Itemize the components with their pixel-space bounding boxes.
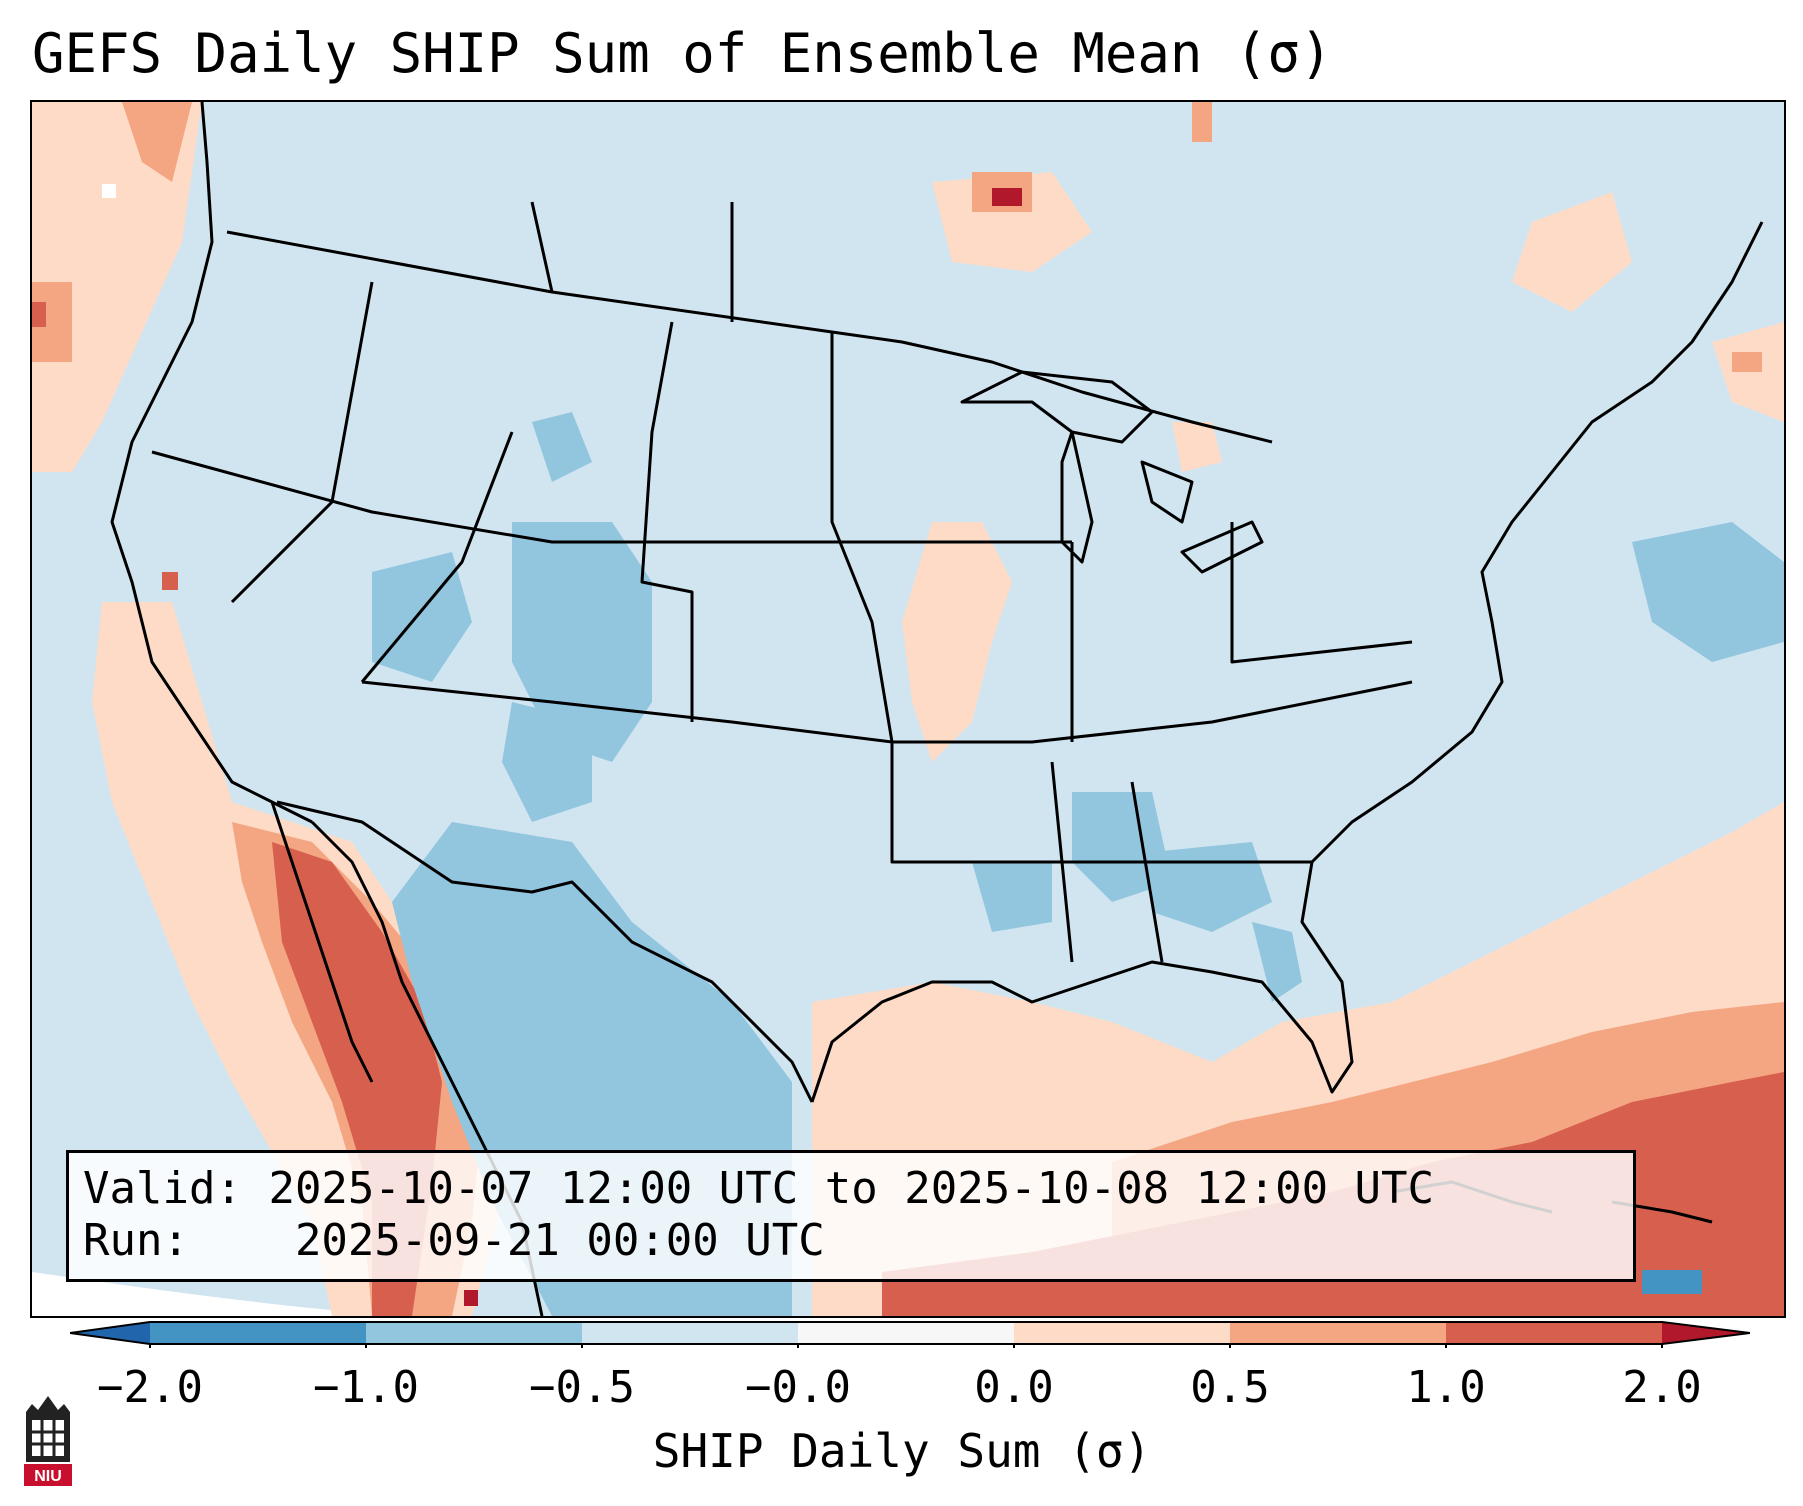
colorbar-extend-low (70, 1322, 150, 1344)
colorbar (70, 1321, 1750, 1348)
state-line-3 (890, 742, 1312, 864)
state-line-7 (230, 281, 374, 604)
valid-label: Valid: (83, 1163, 242, 1214)
colorbar-segment-neg05-0 (582, 1322, 798, 1344)
state-line-10 (530, 201, 554, 293)
east-coastline (1310, 221, 1764, 864)
colorbar-segment-neg1-neg05 (366, 1322, 582, 1344)
map-title: GEFS Daily SHIP Sum of Ensemble Mean (σ) (32, 22, 1333, 85)
run-label: Run: (83, 1215, 189, 1266)
run-value: 2025-09-21 00:00 UTC (294, 1215, 825, 1266)
boundary-lines (110, 102, 1764, 1316)
projection-edge (32, 1272, 432, 1316)
us-canada-border (226, 230, 1273, 444)
colorbar-segment-0 (798, 1322, 1014, 1344)
tick-label: 0.0 (974, 1362, 1054, 1413)
valid-line: Valid: 2025-10-07 12:00 UTC to 2025-10-0… (83, 1163, 1434, 1214)
colorbar-segment-neg2-neg1 (150, 1322, 366, 1344)
state-line-9 (1230, 522, 1413, 664)
lake-huron (1140, 460, 1194, 524)
state-line-13 (1050, 761, 1074, 963)
colorbar-segment-1-2 (1446, 1322, 1662, 1344)
state-line-6 (830, 332, 894, 743)
state-line-1 (151, 450, 1072, 544)
tick-label: −1.0 (313, 1362, 419, 1413)
tick-label: 1.0 (1406, 1362, 1486, 1413)
colorbar-label: SHIP Daily Sum (σ) (652, 1424, 1152, 1478)
baja-coast (270, 801, 374, 1083)
tick-label: 0.5 (1190, 1362, 1270, 1413)
tick-label: −0.5 (529, 1362, 635, 1413)
niu-logo: NIU (24, 1396, 72, 1486)
tick-label: −2.0 (97, 1362, 203, 1413)
run-line: Run: 2025-09-21 00:00 UTC (83, 1215, 825, 1266)
colorbar-segment-05-1 (1230, 1322, 1446, 1344)
valid-run-box: Valid: 2025-10-07 12:00 UTC to 2025-10-0… (66, 1150, 1636, 1282)
field-map (32, 102, 1784, 1316)
lake-michigan (1060, 430, 1094, 564)
gulf-coastline (810, 861, 1354, 1103)
state-line-5 (640, 321, 694, 722)
map-panel (30, 100, 1786, 1318)
west-coastline (110, 102, 313, 824)
state-line-4 (360, 431, 514, 683)
interior-anomaly (902, 102, 1784, 762)
tick-label: 2.0 (1622, 1362, 1702, 1413)
colorbar-segment-0-05 (1014, 1322, 1230, 1344)
logo-text: NIU (34, 1468, 62, 1485)
tick-label: −0.0 (745, 1362, 851, 1413)
us-mexico-border (276, 800, 814, 1103)
colorbar-extend-high (1662, 1322, 1750, 1344)
lake-superior (960, 370, 1154, 444)
valid-value: 2025-10-07 12:00 UTC to 2025-10-08 12:00… (268, 1163, 1435, 1214)
state-line-12 (1130, 781, 1164, 963)
pacific-anomaly (32, 102, 202, 472)
lake-erie (1180, 520, 1264, 574)
